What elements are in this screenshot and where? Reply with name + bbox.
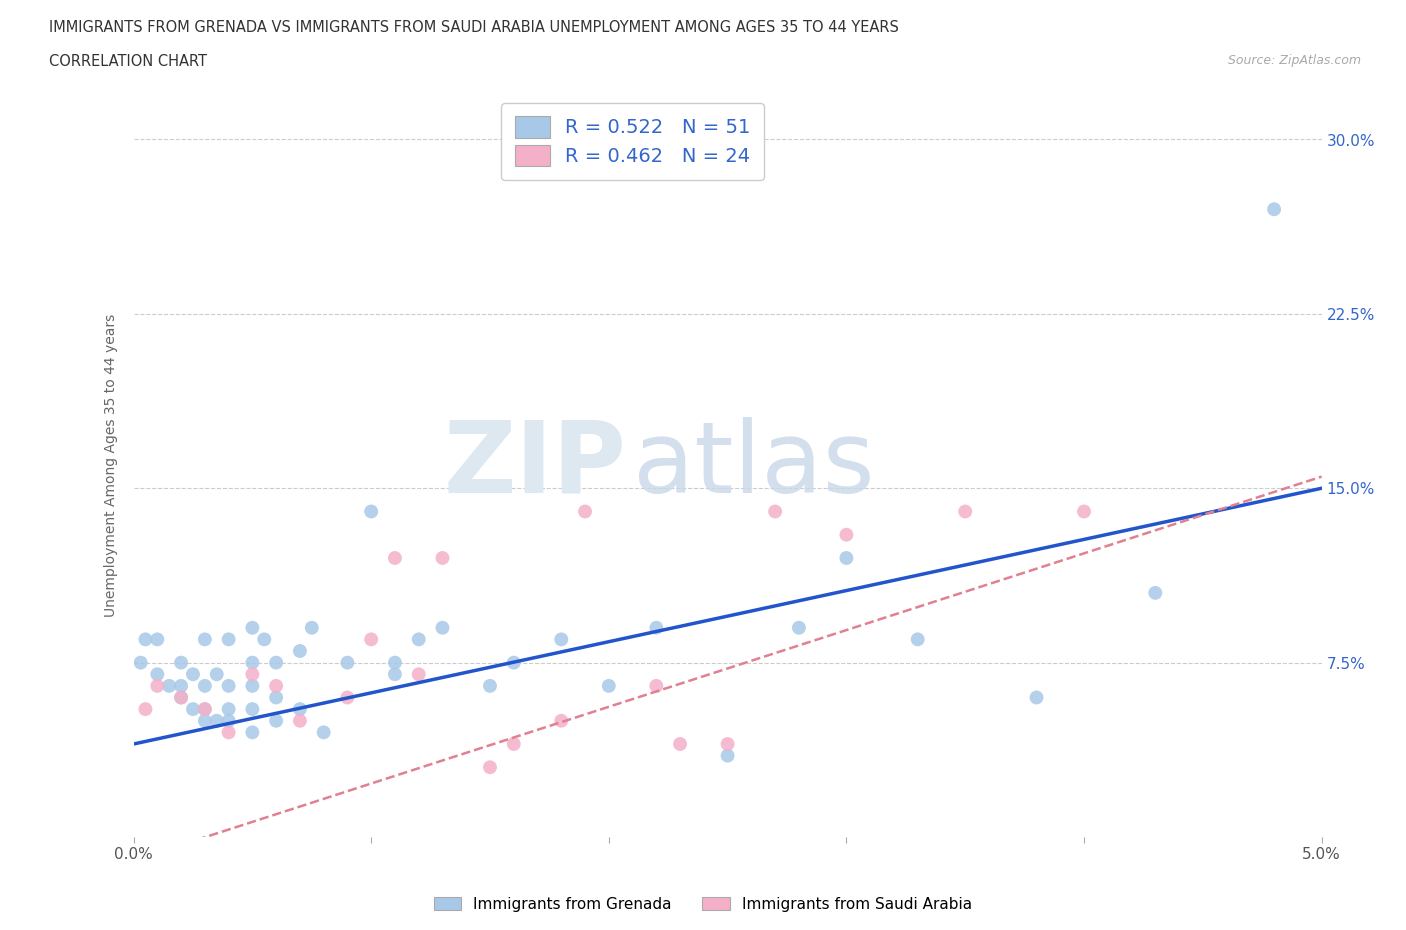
Point bbox=[194, 702, 217, 717]
Point bbox=[194, 713, 217, 728]
Point bbox=[218, 713, 240, 728]
Point bbox=[264, 679, 287, 694]
Point bbox=[194, 679, 217, 694]
Point bbox=[408, 632, 430, 647]
Point bbox=[170, 690, 193, 705]
Legend: Immigrants from Grenada, Immigrants from Saudi Arabia: Immigrants from Grenada, Immigrants from… bbox=[427, 890, 979, 918]
Point bbox=[288, 644, 311, 658]
Point bbox=[242, 656, 264, 671]
Point bbox=[218, 725, 240, 740]
Point bbox=[170, 656, 193, 671]
Point bbox=[787, 620, 810, 635]
Point bbox=[194, 702, 217, 717]
Text: atlas: atlas bbox=[633, 417, 875, 513]
Point bbox=[242, 679, 264, 694]
Point bbox=[717, 748, 740, 763]
Point bbox=[432, 620, 454, 635]
Point bbox=[134, 702, 156, 717]
Point bbox=[181, 667, 204, 682]
Point bbox=[205, 667, 228, 682]
Point bbox=[384, 551, 406, 565]
Point bbox=[129, 656, 152, 671]
Legend: R = 0.522   N = 51, R = 0.462   N = 24: R = 0.522 N = 51, R = 0.462 N = 24 bbox=[501, 102, 763, 180]
Text: ZIP: ZIP bbox=[444, 417, 627, 513]
Point bbox=[157, 679, 180, 694]
Point bbox=[288, 713, 311, 728]
Point bbox=[170, 690, 193, 705]
Point bbox=[146, 667, 169, 682]
Point bbox=[432, 551, 454, 565]
Point bbox=[218, 702, 240, 717]
Point bbox=[550, 632, 572, 647]
Point bbox=[1144, 586, 1167, 601]
Point bbox=[360, 632, 382, 647]
Point bbox=[264, 713, 287, 728]
Point bbox=[1263, 202, 1285, 217]
Point bbox=[242, 725, 264, 740]
Point bbox=[336, 656, 359, 671]
Point bbox=[835, 551, 858, 565]
Point bbox=[1073, 504, 1095, 519]
Point bbox=[218, 632, 240, 647]
Point bbox=[502, 656, 524, 671]
Point bbox=[170, 679, 193, 694]
Point bbox=[717, 737, 740, 751]
Point bbox=[181, 702, 204, 717]
Point bbox=[146, 632, 169, 647]
Point bbox=[242, 702, 264, 717]
Point bbox=[763, 504, 786, 519]
Point bbox=[194, 632, 217, 647]
Point bbox=[645, 620, 668, 635]
Point bbox=[360, 504, 382, 519]
Point bbox=[242, 620, 264, 635]
Point bbox=[384, 656, 406, 671]
Text: Source: ZipAtlas.com: Source: ZipAtlas.com bbox=[1227, 54, 1361, 67]
Point bbox=[598, 679, 620, 694]
Y-axis label: Unemployment Among Ages 35 to 44 years: Unemployment Among Ages 35 to 44 years bbox=[104, 313, 118, 617]
Point bbox=[288, 702, 311, 717]
Text: IMMIGRANTS FROM GRENADA VS IMMIGRANTS FROM SAUDI ARABIA UNEMPLOYMENT AMONG AGES : IMMIGRANTS FROM GRENADA VS IMMIGRANTS FR… bbox=[49, 20, 898, 35]
Point bbox=[264, 656, 287, 671]
Point bbox=[312, 725, 335, 740]
Point bbox=[478, 760, 501, 775]
Point bbox=[1025, 690, 1047, 705]
Point bbox=[264, 690, 287, 705]
Point bbox=[955, 504, 977, 519]
Point bbox=[502, 737, 524, 751]
Point bbox=[301, 620, 323, 635]
Point bbox=[253, 632, 276, 647]
Text: CORRELATION CHART: CORRELATION CHART bbox=[49, 54, 207, 69]
Point bbox=[336, 690, 359, 705]
Point bbox=[146, 679, 169, 694]
Point bbox=[478, 679, 501, 694]
Point bbox=[134, 632, 156, 647]
Point bbox=[384, 667, 406, 682]
Point bbox=[205, 713, 228, 728]
Point bbox=[550, 713, 572, 728]
Point bbox=[218, 679, 240, 694]
Point bbox=[242, 667, 264, 682]
Point bbox=[574, 504, 596, 519]
Point bbox=[907, 632, 929, 647]
Point bbox=[669, 737, 692, 751]
Point bbox=[835, 527, 858, 542]
Point bbox=[408, 667, 430, 682]
Point bbox=[645, 679, 668, 694]
